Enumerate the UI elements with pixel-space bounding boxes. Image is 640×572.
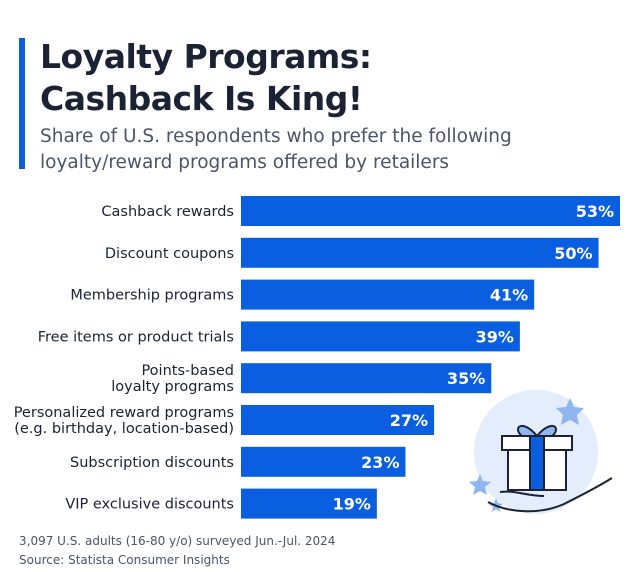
bar (241, 405, 435, 435)
chart-subtitle: Share of U.S. respondents who prefer the… (40, 124, 620, 176)
footnote: 3,097 U.S. adults (16-80 y/o) surveyed J… (19, 532, 619, 570)
bar-value-label: 39% (476, 327, 514, 346)
title-accent-bar (19, 38, 25, 169)
source-note: Source: Statista Consumer Insights (19, 553, 230, 567)
bar-value-label: 50% (554, 244, 592, 263)
chart-subtitle-line-1: Share of U.S. respondents who prefer the… (40, 126, 512, 147)
category-label: Personalized reward programs (14, 405, 234, 421)
bar (241, 446, 406, 477)
category-label: loyalty programs (111, 379, 234, 395)
bar (241, 488, 377, 519)
chart-title-line-2: Cashback Is King! (40, 79, 363, 118)
bar-value-label: 27% (390, 411, 428, 430)
bar-value-label: 23% (361, 453, 399, 472)
category-label: Subscription discounts (70, 455, 234, 471)
survey-note: 3,097 U.S. adults (16-80 y/o) surveyed J… (19, 534, 336, 548)
bar (241, 279, 535, 310)
bar-value-label: 53% (576, 202, 614, 221)
category-label: Discount coupons (105, 246, 234, 262)
chart-title-line-1: Loyalty Programs: (40, 37, 372, 76)
chart-title: Loyalty Programs: Cashback Is King! (40, 36, 620, 120)
bar-chart: 53% Cashback rewards 50% Discount coupons 41… (14, 196, 620, 519)
category-label: (e.g. birthday, location-based) (14, 421, 234, 437)
bar (241, 321, 520, 352)
bar-value-label: 19% (333, 495, 371, 514)
bar (241, 237, 599, 268)
bar (241, 196, 620, 226)
category-label: VIP exclusive discounts (65, 497, 234, 513)
category-label: Cashback rewards (101, 204, 234, 220)
chart-subtitle-line-2: loyalty/reward programs offered by retai… (40, 152, 450, 173)
category-label: Points-based (141, 363, 234, 379)
category-label: Membership programs (70, 288, 234, 304)
category-label: Free items or product trials (38, 329, 234, 345)
gift-in-hand-icon (469, 390, 613, 514)
bar-value-label: 41% (490, 286, 528, 305)
bar (241, 363, 492, 394)
bar-value-label: 35% (447, 369, 485, 388)
